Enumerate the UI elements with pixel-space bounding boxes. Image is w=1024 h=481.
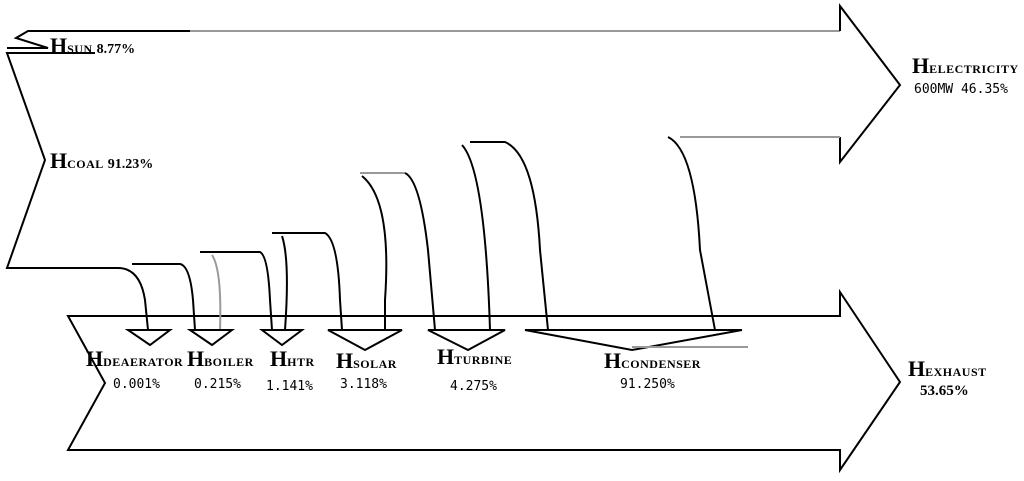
turbine-value: 4.275%: [450, 379, 497, 394]
coal-label: HCOAL 91.23%: [50, 148, 154, 173]
htr-loss-arrow: [259, 329, 305, 347]
turbine-loss-arrow: [427, 329, 506, 352]
electricity-value: 600MW 46.35%: [914, 82, 1008, 97]
turbine-loss-curve-inner: [461, 144, 491, 331]
boiler-loss-curve-grey: [211, 254, 222, 331]
deaerator-loss-curve: [117, 267, 149, 331]
boiler-value: 0.215%: [194, 377, 241, 392]
deaerator-label: HDEAERATOR: [86, 346, 184, 371]
htr-loss-curve: [272, 232, 343, 331]
solar-loss-curve: [404, 172, 436, 331]
htr-label: HHTR: [270, 346, 315, 371]
condenser-loss-arrow: [524, 329, 743, 352]
turbine-loss-curve: [470, 141, 549, 331]
boiler-loss-curve: [200, 251, 273, 331]
htr-value: 1.141%: [266, 379, 313, 394]
sun-input-notch: [7, 30, 190, 49]
htr-loss-curve-inner: [281, 235, 288, 331]
boiler-loss-arrow: [186, 329, 235, 347]
deaerator-loss-arrow: [124, 329, 173, 347]
solar-label: HSOLAR: [336, 348, 397, 373]
turbine-label: HTURBINE: [437, 344, 513, 369]
condenser-label: HCONDENSER: [604, 348, 701, 373]
solar-value: 3.118%: [340, 377, 387, 392]
electricity-arrow-head: [839, 3, 902, 165]
exhaust-label: HEXHAUST: [908, 356, 987, 381]
deaerator-loss-curve-inner: [132, 263, 196, 331]
deaerator-value: 0.001%: [113, 377, 160, 392]
solar-loss-curve-inner: [361, 175, 388, 330]
sun-label: HSUN 8.77%: [50, 33, 136, 58]
condenser-value: 91.250%: [620, 377, 675, 392]
electricity-label: HELECTRICITY: [912, 53, 1019, 78]
exhaust-arrow: [66, 288, 902, 474]
condenser-loss-curve: [667, 136, 716, 331]
solar-loss-arrow: [327, 329, 403, 352]
exhaust-value: 53.65%: [920, 383, 969, 399]
boiler-label: HBOILER: [187, 346, 254, 371]
